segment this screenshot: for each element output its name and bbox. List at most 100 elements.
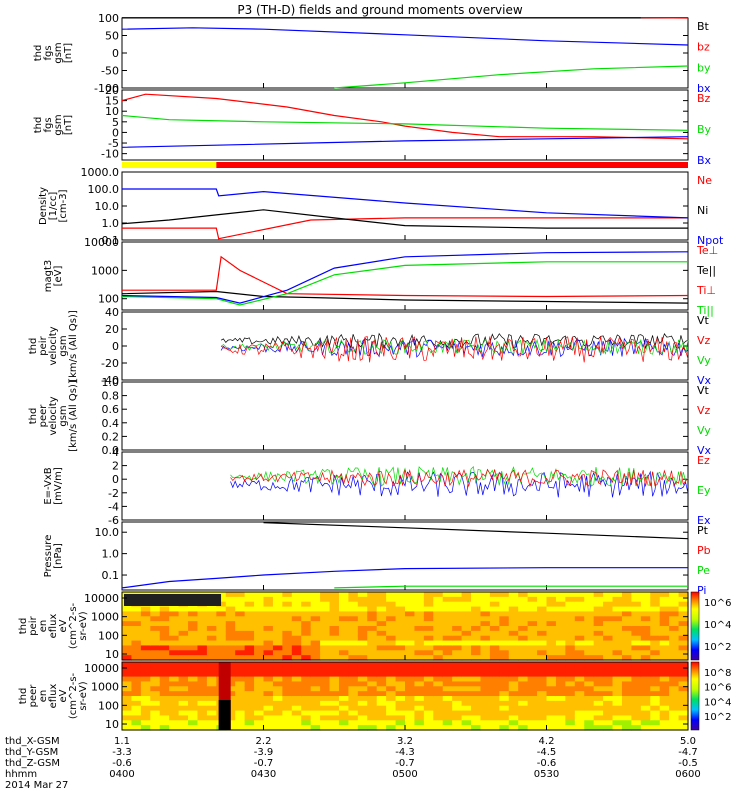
heatmap-cell [480,720,491,726]
heatmap-cell [367,616,378,622]
orbit-value: 0500 [392,769,417,780]
heatmap-cell [669,635,680,642]
heatmap-cell [122,621,133,627]
y-tick-label: -4 [108,500,119,513]
heatmap-cell [659,645,670,651]
heatmap-cell [603,681,614,687]
heatmap-cell [206,666,217,673]
heatmap-cell [442,640,453,647]
heatmap-cell [612,705,623,712]
heatmap-cell [612,606,623,613]
y-tick-label: 100 [98,629,119,642]
status-bar-yellow [122,162,217,168]
heatmap-cell [272,705,283,712]
heatmap-cell [140,700,151,707]
heatmap-cell [140,662,151,668]
heatmap-cell [518,705,529,712]
heatmap-cell [442,621,453,627]
heatmap-cell [197,630,208,637]
heatmap-cell [329,700,340,707]
heatmap-cell [320,676,331,683]
heatmap-cell [291,662,302,668]
heatmap-cell [122,655,133,661]
heatmap-cell [650,662,661,668]
heatmap-cell [188,686,199,692]
heatmap-cell [603,676,614,683]
heatmap-cell [338,640,349,647]
heatmap-cell [206,626,217,632]
heatmap-cell [291,616,302,622]
heatmap-cell [131,686,142,692]
heatmap-cell [159,691,170,697]
heatmap-cell [263,655,274,661]
y-tick-label: 50 [105,30,119,43]
heatmap-cell [320,671,331,678]
y-tick-label: 100.0 [88,183,120,196]
heatmap-cell [499,596,510,603]
heatmap-cell [310,616,321,622]
heatmap-cell [244,592,255,598]
heatmap-cell [310,596,321,603]
heatmap-cell [471,640,482,647]
heatmap-cell [659,725,670,731]
heatmap-cell [621,596,632,603]
heatmap-cell [452,696,463,702]
heatmap-cell [338,596,349,603]
heatmap-cell [499,715,510,721]
heatmap-cell [414,640,425,647]
heatmap-cell [122,645,133,651]
heatmap-cell [178,626,189,632]
heatmap-cell [140,676,151,683]
heatmap-cell [489,630,500,637]
heatmap-cell [593,696,604,702]
heatmap-cell [631,710,642,717]
heatmap-cell [178,606,189,613]
heatmap-cell [612,621,623,627]
heatmap-cell [367,611,378,617]
heatmap-cell [480,630,491,637]
heatmap-cell [169,671,180,678]
heatmap-cell [329,645,340,651]
heatmap-cell [282,645,293,651]
heatmap-cell [405,630,416,637]
heatmap-cell [301,630,312,637]
heatmap-cell [301,596,312,603]
heatmap-cell [338,725,349,731]
heatmap-cell [235,596,246,603]
heatmap-cell [471,666,482,673]
heatmap-cell [235,626,246,632]
heatmap-cell [357,596,368,603]
heatmap-cell [461,676,472,683]
heatmap-cell [367,635,378,642]
heatmap-cell [555,616,566,622]
heatmap-cell [348,662,359,668]
heatmap-cell [508,626,519,632]
heatmap-cell [216,630,227,637]
heatmap-cell [621,650,632,656]
heatmap-cell [650,691,661,697]
heatmap-cell [518,691,529,697]
heatmap-cell [537,592,548,598]
heatmap-cell [310,626,321,632]
heatmap-cell [272,601,283,608]
heatmap-cell [565,666,576,673]
heatmap-cell [282,681,293,687]
heatmap-cell [329,626,340,632]
orbit-value: -0.6 [112,758,132,769]
heatmap-cell [131,671,142,678]
heatmap-cell [612,691,623,697]
heatmap-cell [423,681,434,687]
heatmap-cell [405,725,416,731]
heatmap-cell [489,671,500,678]
heatmap-cell [376,705,387,712]
heatmap-cell [593,650,604,656]
heatmap-cell [527,666,538,673]
y-tick-label: -5 [108,137,119,150]
heatmap-cell [414,616,425,622]
heatmap-cell [386,616,397,622]
heatmap-cell [499,635,510,642]
heatmap-cell [405,621,416,627]
heatmap-cell [414,720,425,726]
series-temp-Te⊥ [122,255,689,298]
